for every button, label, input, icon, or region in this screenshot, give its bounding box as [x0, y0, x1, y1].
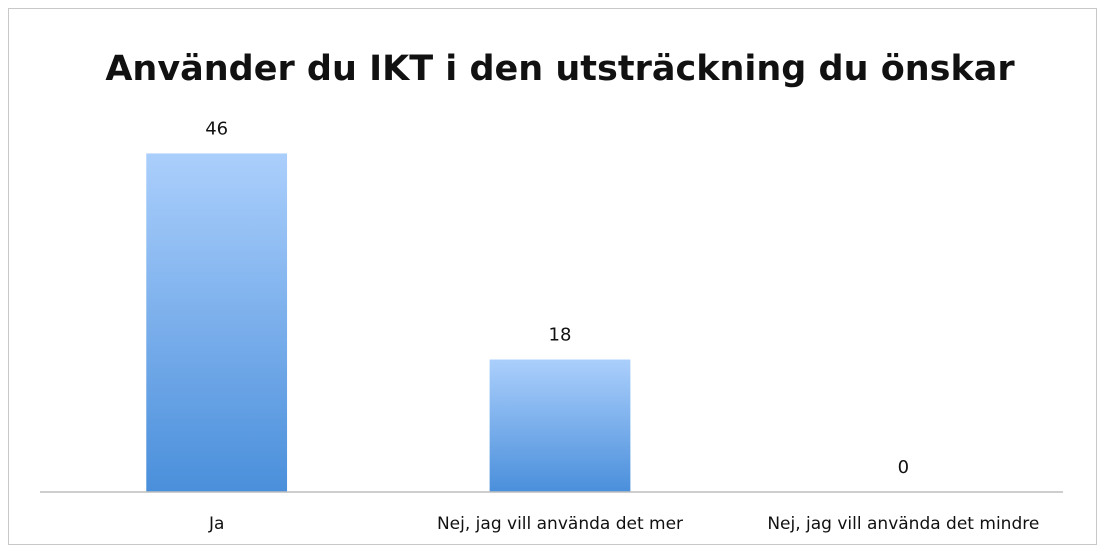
value-label: 46: [205, 118, 228, 139]
x-tick-label: Ja: [208, 514, 224, 534]
x-tick-label: Nej, jag vill använda det mer: [437, 514, 683, 534]
value-label: 18: [549, 325, 572, 346]
x-tick-label: Nej, jag vill använda det mindre: [767, 514, 1039, 534]
chart-title: Använder du IKT i den utsträckning du ön…: [105, 49, 1015, 89]
bar: [489, 359, 631, 492]
bar: [146, 153, 288, 492]
value-label: 0: [898, 457, 909, 478]
